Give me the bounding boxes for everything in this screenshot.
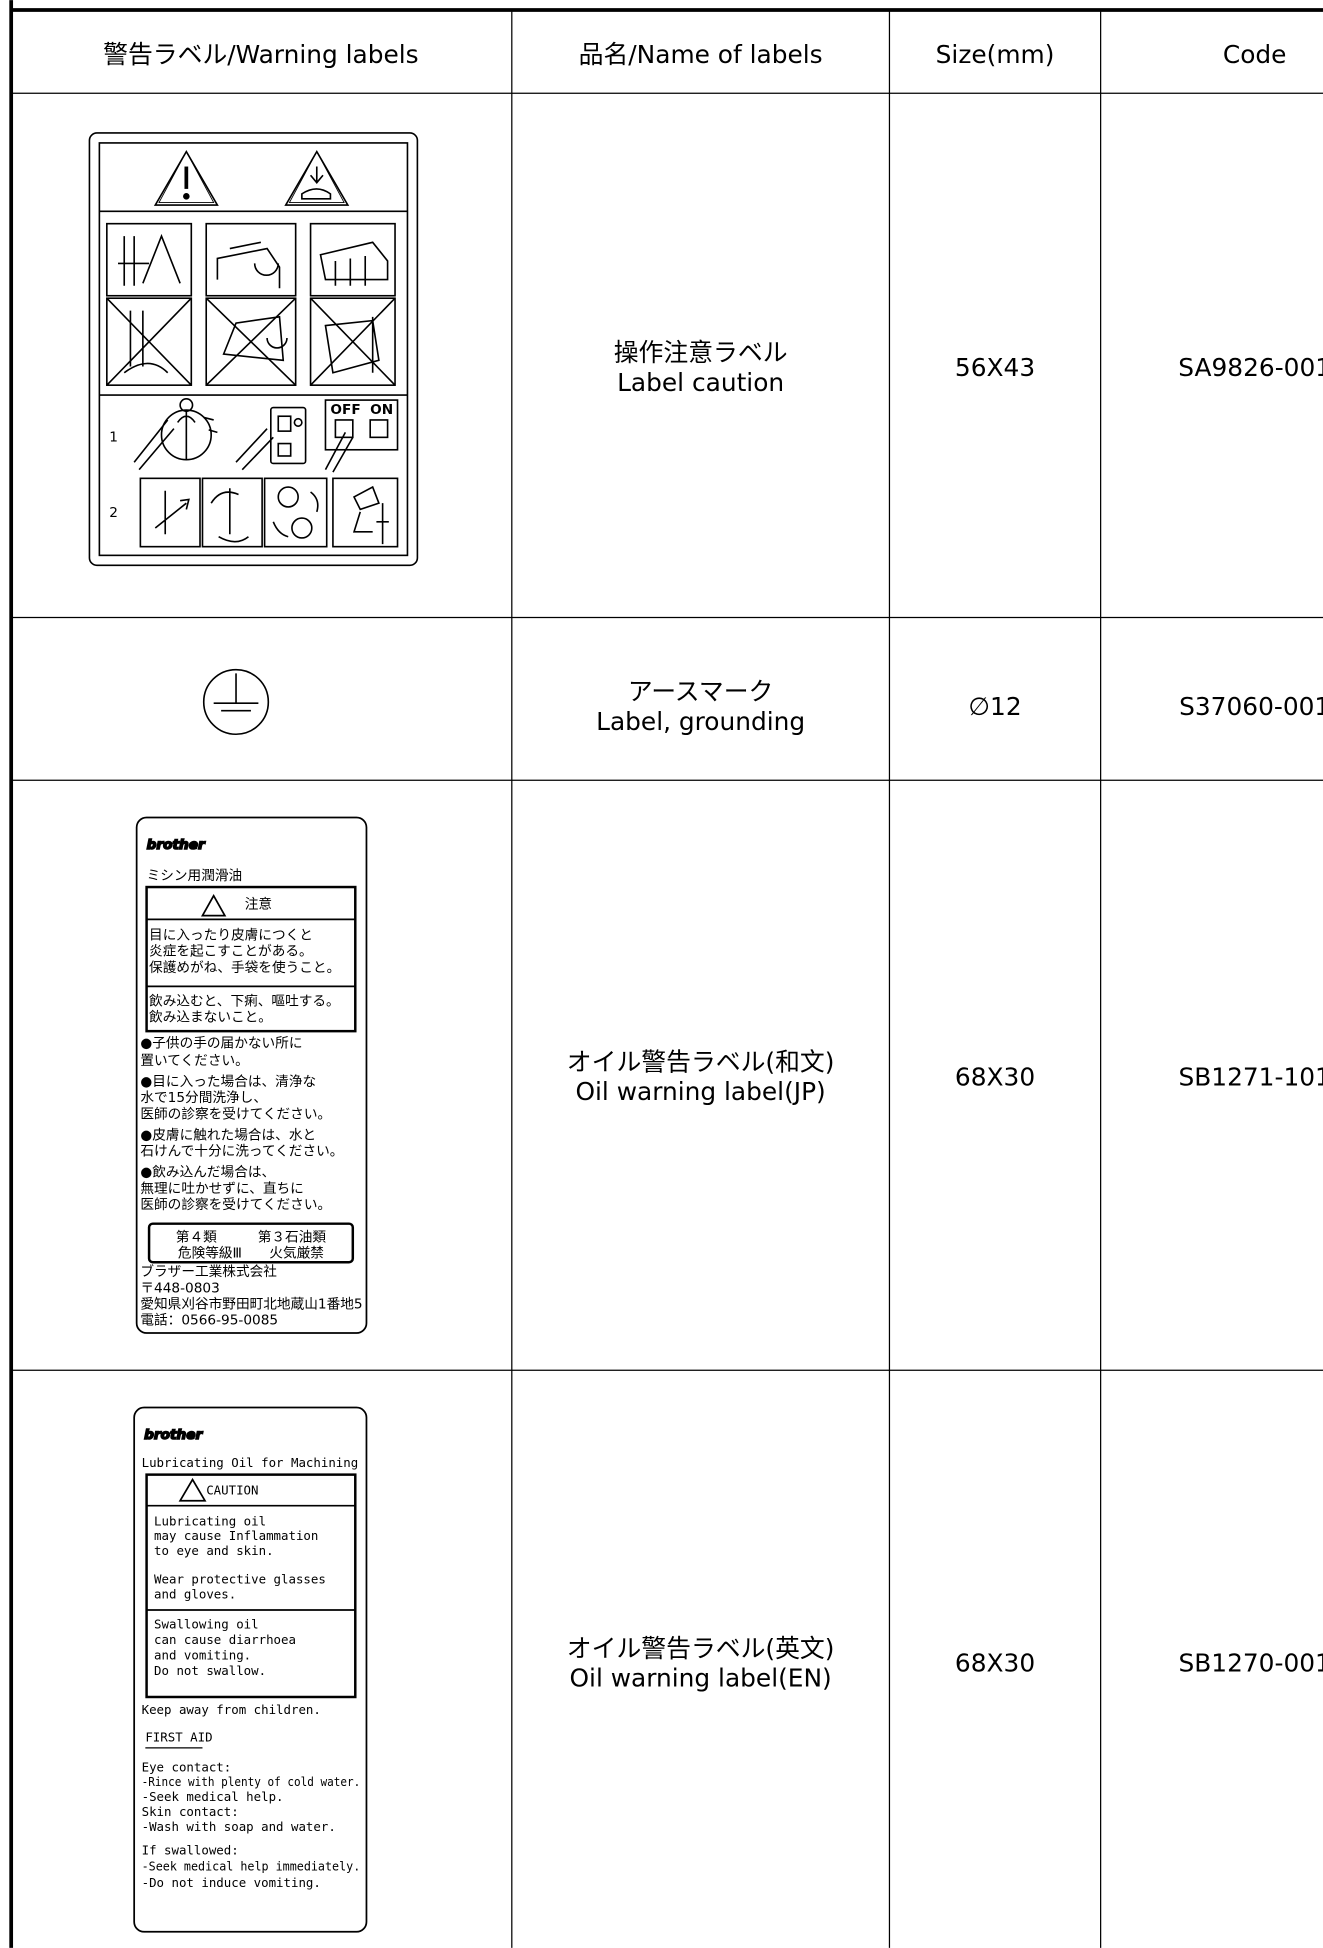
label-name-jp: アースマーク bbox=[628, 677, 774, 706]
subtitle: Lubricating Oil for Machining bbox=[142, 1455, 359, 1470]
header-cell: Size(mm) bbox=[936, 40, 1055, 69]
warning-line: Swallowing oil bbox=[154, 1616, 259, 1631]
brand: brother bbox=[144, 1427, 203, 1443]
instruction-line: ●皮膚に触れた場合は、水と bbox=[140, 1127, 316, 1143]
step-number: 1 bbox=[109, 429, 118, 445]
table-grid bbox=[9, 0, 1323, 1948]
oil-label-jp-image bbox=[135, 816, 368, 1334]
instruction-line: 置いてください。 bbox=[140, 1053, 248, 1069]
first-aid-line: -Do not induce vomiting. bbox=[142, 1875, 321, 1890]
warning-line: to eye and skin. bbox=[154, 1543, 274, 1558]
warning-line: Do not swallow. bbox=[154, 1663, 266, 1678]
warning-line: Lubricating oil bbox=[154, 1513, 266, 1528]
label-name-jp: オイル警告ラベル(英文) bbox=[567, 1634, 835, 1663]
warning-line: 保護めがね、手袋を使うこと。 bbox=[149, 959, 340, 976]
warning-line: 炎症を起こすことがある。 bbox=[149, 944, 313, 960]
instruction-line: 石けんで十分に洗ってください。 bbox=[140, 1144, 343, 1160]
warning-line: Wear protective glasses bbox=[154, 1572, 326, 1587]
caution-label-image bbox=[88, 132, 419, 567]
brand: brother bbox=[147, 837, 206, 853]
class-line: 危険等級Ⅲ 火気厳禁 bbox=[178, 1245, 324, 1262]
heading: 注意 bbox=[245, 895, 272, 912]
footer-line: ブラザー工業株式会社 bbox=[140, 1263, 277, 1280]
first-aid-line: -Seek medical help. bbox=[142, 1789, 284, 1804]
note: Keep away from children. bbox=[142, 1702, 321, 1717]
footer-line: 〒448-0803 bbox=[140, 1280, 219, 1296]
warning-line: 目に入ったり皮膚につくと bbox=[149, 927, 313, 943]
instruction-line: 医師の診察を受けてください。 bbox=[140, 1196, 331, 1213]
oil-label-en-image bbox=[133, 1406, 368, 1933]
warning-line: 飲み込まないこと。 bbox=[149, 1009, 272, 1025]
step-number: 2 bbox=[109, 505, 118, 521]
label-size: ∅12 bbox=[968, 692, 1021, 721]
header-cell: 警告ラベル/Warning labels bbox=[103, 40, 418, 69]
instruction-line: 水で15分間洗浄し、 bbox=[140, 1090, 267, 1106]
first-aid-line: If swallowed: bbox=[142, 1843, 239, 1858]
label-size: 68X30 bbox=[955, 1649, 1035, 1678]
first-aid-line: -Seek medical help immediately. bbox=[142, 1859, 361, 1874]
label-code: SB1270-001 bbox=[1179, 1649, 1323, 1678]
label-size: 56X43 bbox=[955, 353, 1035, 382]
switch-on: ON bbox=[370, 402, 393, 418]
instruction-line: 医師の診察を受けてください。 bbox=[140, 1105, 331, 1122]
first-aid: FIRST AID bbox=[145, 1729, 212, 1744]
first-aid-line: -Wash with soap and water. bbox=[142, 1819, 336, 1834]
label-name-jp: 操作注意ラベル bbox=[614, 338, 788, 367]
header-cell: 品名/Name of labels bbox=[579, 40, 823, 69]
warning-line: may cause Inflammation bbox=[154, 1528, 318, 1543]
label-code: S37060-001 bbox=[1179, 692, 1323, 721]
first-aid-line: Eye contact: bbox=[142, 1759, 232, 1774]
heading: CAUTION bbox=[206, 1482, 258, 1497]
label-name-en: Oil warning label(EN) bbox=[570, 1664, 832, 1693]
grounding-label-image bbox=[202, 668, 270, 736]
instruction-line: ●子供の手の届かない所に bbox=[140, 1036, 302, 1052]
class-line: 第４類 第３石油類 bbox=[176, 1228, 327, 1245]
warning-line: and vomiting. bbox=[154, 1647, 251, 1662]
header-cell: Code bbox=[1223, 40, 1287, 69]
label-size: 68X30 bbox=[955, 1062, 1035, 1091]
instruction-line: ●飲み込んだ場合は、 bbox=[140, 1165, 275, 1181]
warning-line: 飲み込むと、下痢、嘔吐する。 bbox=[149, 993, 340, 1009]
label-name-jp: オイル警告ラベル(和文) bbox=[567, 1047, 835, 1076]
footer-line: 電話：0566-95-0085 bbox=[140, 1312, 278, 1329]
first-aid-line: -Rince with plenty of cold water. bbox=[142, 1774, 361, 1789]
footer-line: 愛知県刈谷市野田町北地蔵山1番地5 bbox=[140, 1295, 362, 1312]
warning-line: and gloves. bbox=[154, 1587, 236, 1602]
instruction-line: 無理に吐かせずに、直ちに bbox=[140, 1181, 303, 1197]
label-code: SA9826-001 bbox=[1178, 353, 1323, 382]
warning-line: can cause diarrhoea bbox=[154, 1632, 296, 1647]
label-code: SB1271-101 bbox=[1179, 1062, 1323, 1091]
label-name-en: Label, grounding bbox=[596, 707, 805, 736]
label-name-en: Label caution bbox=[617, 368, 784, 397]
instruction-line: ●目に入った場合は、清浄な bbox=[140, 1074, 316, 1090]
first-aid-line: Skin contact: bbox=[142, 1804, 239, 1819]
subtitle: ミシン用潤滑油 bbox=[147, 867, 243, 884]
label-name-en: Oil warning label(JP) bbox=[575, 1077, 825, 1106]
switch-off: OFF bbox=[330, 402, 360, 418]
